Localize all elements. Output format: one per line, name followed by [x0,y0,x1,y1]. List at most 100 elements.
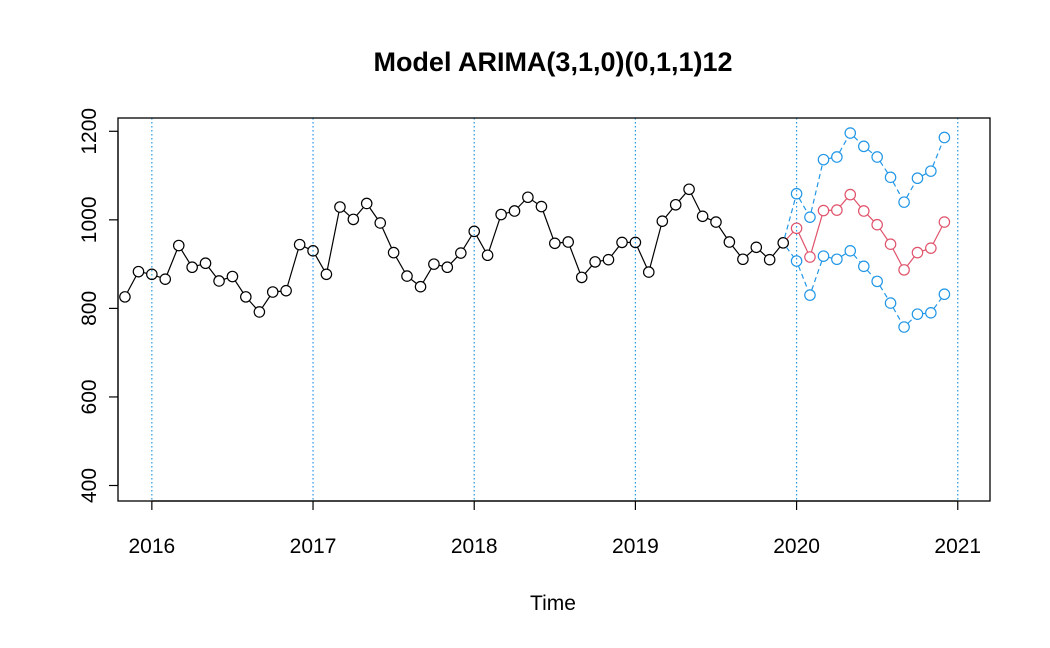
x-tick-label: 2018 [451,535,498,558]
series-interval-lower-segment [853,254,861,263]
series-interval-upper-segment [853,136,861,143]
series-observed-segment [718,226,727,238]
series-observed-segment [410,278,417,284]
series-observed-point [763,253,776,266]
series-observed-point [374,217,387,229]
series-observed-point [656,215,669,227]
x-tick-label: 2016 [128,535,175,558]
series-observed-segment [439,264,443,267]
chart-title: Model ARIMA(3,1,0)(0,1,1)12 [373,47,732,77]
series-forecast-segment [853,198,861,208]
series-interval-upper-segment [798,198,808,213]
series-interval-lower [785,245,951,333]
series-forecast-point [857,205,870,217]
x-axis-label: Time [530,592,576,615]
series-observed-segment [381,227,392,248]
series-interval-upper-segment [921,173,927,177]
series-observed-segment [223,277,228,280]
series-observed-point [266,286,279,298]
series-layer [119,127,951,333]
series-interval-lower-point [884,297,897,309]
series-forecast-segment [786,231,794,240]
series-interval-lower-point [925,307,937,319]
series-interval-lower-point [911,308,924,320]
series-observed-point [132,265,145,278]
x-tick-label: 2021 [934,535,981,558]
series-interval-upper [784,127,951,238]
series-observed-segment [450,256,458,264]
series-interval-upper-segment [906,182,916,198]
series-observed-segment [143,272,147,274]
series-observed-segment [690,193,701,212]
series-observed-point [683,183,695,196]
series-interval-upper-point [831,151,843,163]
series-observed-segment [304,246,309,250]
x-tick-label: 2019 [612,535,659,558]
series-forecast-segment [798,232,809,253]
series-observed-segment [569,246,581,273]
series-observed-point [710,216,722,228]
series-observed-segment [759,250,767,257]
series-observed-point [495,208,507,221]
series-observed-point [629,236,642,249]
series-observed-point [213,275,225,287]
series-forecast-segment [810,215,823,253]
series-forecast-point [925,242,937,254]
series-forecast-segment [879,228,888,241]
series-observed-point [293,238,306,251]
series-observed-segment [287,249,299,286]
series-forecast [786,188,951,276]
series-observed-point [589,256,601,268]
series-forecast-segment [839,198,848,207]
series-interval-lower-point [871,275,883,288]
series-observed-point [159,273,172,285]
series-observed-segment [678,192,686,202]
series-observed-point [777,237,790,249]
series-forecast-segment [892,248,903,266]
series-forecast-segment [932,226,943,244]
series-interval-upper-segment [828,157,832,160]
series-interval-upper-segment [867,149,874,155]
series-forecast-point [938,216,951,228]
y-tick-label: 400 [78,468,101,503]
series-observed-point [575,271,588,284]
series-observed-point [562,236,574,248]
y-tick-label: 800 [78,291,101,326]
series-observed-point [119,291,131,303]
series-observed-segment [166,250,178,275]
series-observed-segment [506,211,510,214]
series-observed-segment [248,300,257,309]
series-interval-lower-point [831,253,843,266]
series-observed-segment [488,219,500,251]
series-observed-point [428,258,440,270]
series-interval-upper-point [844,127,857,139]
series-interval-lower-point [817,250,830,262]
series-interval-upper-point [790,187,803,200]
series-observed-point [750,241,763,254]
y-tick-label: 1200 [78,108,101,155]
series-observed-point [253,306,266,318]
series-observed-point [320,268,333,281]
series-observed-point [401,270,413,282]
series-observed-point [186,261,198,274]
series-observed-segment [369,207,378,219]
series-observed-segment [261,296,271,308]
series-observed-point [240,291,252,303]
series-forecast-point [844,188,857,201]
x-tick-label: 2020 [773,535,820,558]
series-forecast-segment [867,214,874,222]
series-observed-point [737,253,749,266]
series-observed-point [602,253,615,266]
series-observed-point [414,280,427,293]
y-tick-label: 600 [78,379,101,414]
series-interval-upper-point [817,153,830,166]
series-observed-segment [746,250,753,257]
series-observed-segment [463,235,472,249]
series-interval-upper-point [871,151,883,163]
series-observed-point [642,266,655,278]
series-interval-upper-point [804,211,816,223]
series-observed-point [226,270,239,283]
series-observed-segment [395,256,405,272]
series-interval-lower-point [857,260,870,273]
